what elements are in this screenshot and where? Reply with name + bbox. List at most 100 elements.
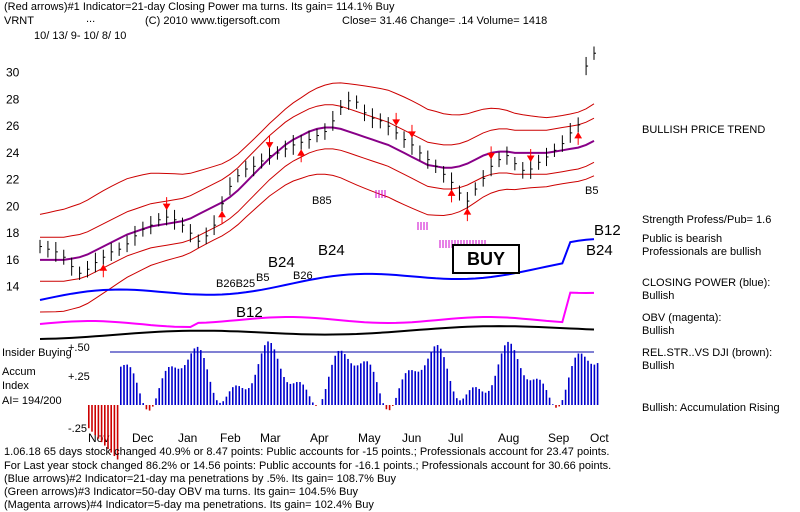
obv-value: Bullish xyxy=(642,325,675,337)
footer-blue-arrows: (Blue arrows)#2 Indicator=21-day ma pene… xyxy=(4,473,396,485)
date-range: 10/ 13/ 9- 10/ 8/ 10 xyxy=(34,30,127,42)
footer-green-arrows: (Green arrows)#3 Indicator=50-day OBV ma… xyxy=(4,486,359,498)
y-tick-label: 30 xyxy=(6,66,20,80)
red-arrow xyxy=(297,149,306,163)
accum-label: Accum xyxy=(2,366,36,378)
accum-bar xyxy=(478,388,480,405)
accum-bar xyxy=(308,396,311,405)
red-arrow xyxy=(447,189,456,203)
accum-bar xyxy=(244,389,247,405)
obv-line xyxy=(39,291,595,329)
accum-bar xyxy=(180,368,183,405)
accum-bar xyxy=(116,405,119,460)
accum-bar xyxy=(110,405,112,453)
accum-bar xyxy=(241,387,244,405)
accum-bar xyxy=(94,405,96,436)
accum-bar xyxy=(446,368,448,405)
x-tick-label: Mar xyxy=(260,431,281,445)
accum-bar xyxy=(504,345,506,405)
accum-bar xyxy=(305,389,308,405)
accum-bar xyxy=(196,346,199,405)
accum-bar xyxy=(507,341,509,405)
index-label: Index xyxy=(2,380,29,392)
accum-bar xyxy=(568,377,570,405)
accum-bar xyxy=(414,371,416,405)
accum-bar xyxy=(132,373,135,405)
accum-bar xyxy=(379,393,381,405)
accum-bar xyxy=(401,379,404,405)
accum-bar xyxy=(420,369,423,405)
accum-bar xyxy=(104,405,106,446)
accum-bar xyxy=(350,363,352,405)
accum-bar xyxy=(344,354,346,405)
red-arrow xyxy=(408,124,416,138)
inner-upper-band xyxy=(40,104,595,238)
accum-bar xyxy=(580,353,583,405)
accum-bar xyxy=(587,360,589,405)
accum-bar xyxy=(558,405,560,407)
inner-lower-band xyxy=(40,148,595,282)
public-bearish: Public is bearish xyxy=(642,233,723,245)
accum-bar xyxy=(526,379,528,405)
red-arrow xyxy=(265,135,274,149)
accum-bar xyxy=(392,405,394,406)
accum-bar xyxy=(142,403,144,405)
accum-bar xyxy=(107,405,109,450)
accum-bar xyxy=(113,405,116,457)
accum-bar xyxy=(155,398,157,405)
accum-bar xyxy=(430,351,432,405)
accum-bar xyxy=(206,369,208,405)
accum-bar xyxy=(337,350,340,405)
price-trend-label: BULLISH PRICE TREND xyxy=(642,124,766,136)
accum-bar xyxy=(440,348,442,405)
accum-bar xyxy=(232,387,234,405)
accum-bar xyxy=(462,398,464,405)
accum-bar xyxy=(360,363,362,405)
red-arrow xyxy=(218,210,226,224)
accum-bar xyxy=(190,353,192,405)
accum-bar xyxy=(574,357,576,405)
accum-bar xyxy=(385,405,388,410)
y-tick-label: 20 xyxy=(6,199,20,213)
accum-bar xyxy=(152,405,154,407)
signal-b26: B26 xyxy=(293,270,313,282)
accum-bar xyxy=(203,357,205,405)
accum-bar xyxy=(289,383,292,405)
accum-tick-label: +.25 xyxy=(68,371,90,383)
accum-bar xyxy=(200,350,202,405)
quote-line: Close= 31.46 Change= .14 Volume= 1418 xyxy=(342,15,548,27)
accum-tick-label: +.50 xyxy=(68,342,90,354)
signal-b24-b: B24 xyxy=(318,242,345,259)
accum-bar xyxy=(417,371,420,405)
x-tick-label: Jan xyxy=(178,431,197,445)
accum-tick-label: -.25 xyxy=(68,423,87,435)
accum-bar xyxy=(139,393,141,405)
accum-bar xyxy=(280,368,282,405)
y-tick-label: 18 xyxy=(6,226,20,240)
red-arrow xyxy=(392,112,401,126)
accum-bar xyxy=(264,345,266,405)
x-tick-label: Sep xyxy=(548,431,570,445)
y-tick-label: 26 xyxy=(6,119,20,133)
red-arrow xyxy=(487,146,495,160)
x-tick-label: Jul xyxy=(448,431,463,445)
accum-bar xyxy=(382,403,384,405)
y-tick-label: 28 xyxy=(6,92,20,106)
x-tick-label: Oct xyxy=(590,431,609,445)
x-tick-label: Apr xyxy=(310,431,329,445)
closing-power-value: Bullish xyxy=(642,290,675,302)
accum-bar xyxy=(376,382,378,405)
accum-bar xyxy=(555,405,557,408)
accum-bar xyxy=(520,368,522,405)
accum-bar xyxy=(100,405,103,443)
accum-bar xyxy=(168,366,170,405)
accum-bar xyxy=(542,383,544,405)
accum-bar xyxy=(88,405,90,429)
insider-buying-label: Insider Buying xyxy=(2,347,72,359)
footer-magenta-arrows: (Magenta arrows)#4 Indicator=5-day ma pe… xyxy=(4,499,374,511)
professionals-bullish: Professionals are bullish xyxy=(642,246,762,258)
accum-bar xyxy=(299,382,301,405)
accum-bar xyxy=(238,386,240,405)
copyright-source: (C) 2010 www.tigersoft.com xyxy=(145,15,281,27)
